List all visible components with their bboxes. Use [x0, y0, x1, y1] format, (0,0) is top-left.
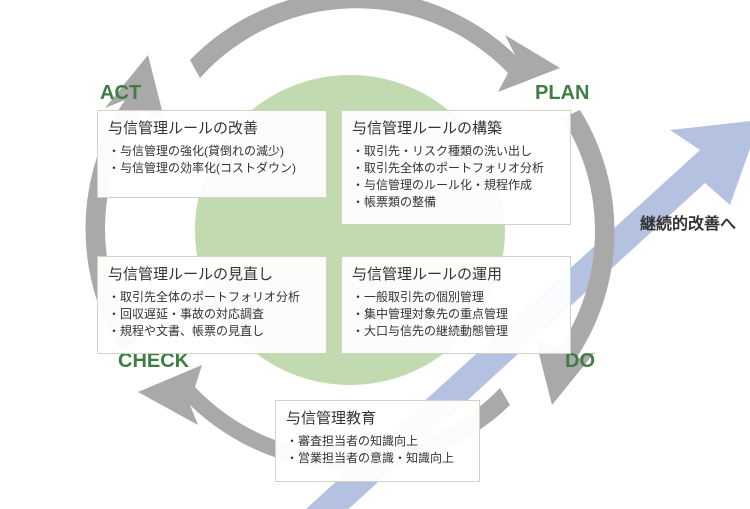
- box-education: 与信管理教育 審査担当者の知識向上営業担当者の意識・知識向上: [275, 400, 480, 482]
- box-check-title: 与信管理ルールの見直し: [108, 263, 316, 284]
- list-item: 規程や文書、帳票の見直し: [108, 322, 316, 339]
- list-item: 大口与信先の継続動態管理: [352, 322, 560, 339]
- box-act-items: 与信管理の強化(貸倒れの減少)与信管理の効率化(コストダウン): [108, 142, 316, 176]
- box-do: 与信管理ルールの運用 一般取引先の個別管理集中管理対象先の重点管理大口与信先の継…: [341, 256, 571, 354]
- improvement-label: 継続的改善へ: [640, 210, 736, 234]
- box-act-title: 与信管理ルールの改善: [108, 117, 316, 138]
- list-item: 帳票類の整備: [352, 193, 560, 210]
- phase-label-plan: PLAN: [535, 82, 589, 105]
- box-education-title: 与信管理教育: [286, 407, 469, 428]
- list-item: 集中管理対象先の重点管理: [352, 305, 560, 322]
- list-item: 取引先・リスク種類の洗い出し: [352, 142, 560, 159]
- box-plan-items: 取引先・リスク種類の洗い出し取引先全体のポートフォリオ分析与信管理のルール化・規…: [352, 142, 560, 210]
- list-item: 回収遅延・事故の対応調査: [108, 305, 316, 322]
- box-plan-title: 与信管理ルールの構築: [352, 117, 560, 138]
- list-item: 営業担当者の意識・知識向上: [286, 449, 469, 466]
- list-item: 与信管理の効率化(コストダウン): [108, 159, 316, 176]
- list-item: 与信管理の強化(貸倒れの減少): [108, 142, 316, 159]
- box-check-items: 取引先全体のポートフォリオ分析回収遅延・事故の対応調査規程や文書、帳票の見直し: [108, 288, 316, 339]
- box-plan: 与信管理ルールの構築 取引先・リスク種類の洗い出し取引先全体のポートフォリオ分析…: [341, 110, 571, 225]
- phase-label-act: ACT: [100, 82, 141, 105]
- list-item: 取引先全体のポートフォリオ分析: [108, 288, 316, 305]
- box-do-items: 一般取引先の個別管理集中管理対象先の重点管理大口与信先の継続動態管理: [352, 288, 560, 339]
- box-act: 与信管理ルールの改善 与信管理の強化(貸倒れの減少)与信管理の効率化(コストダウ…: [97, 110, 327, 198]
- list-item: 与信管理のルール化・規程作成: [352, 176, 560, 193]
- box-education-items: 審査担当者の知識向上営業担当者の意識・知識向上: [286, 432, 469, 466]
- box-do-title: 与信管理ルールの運用: [352, 263, 560, 284]
- list-item: 審査担当者の知識向上: [286, 432, 469, 449]
- list-item: 取引先全体のポートフォリオ分析: [352, 159, 560, 176]
- box-check: 与信管理ルールの見直し 取引先全体のポートフォリオ分析回収遅延・事故の対応調査規…: [97, 256, 327, 354]
- list-item: 一般取引先の個別管理: [352, 288, 560, 305]
